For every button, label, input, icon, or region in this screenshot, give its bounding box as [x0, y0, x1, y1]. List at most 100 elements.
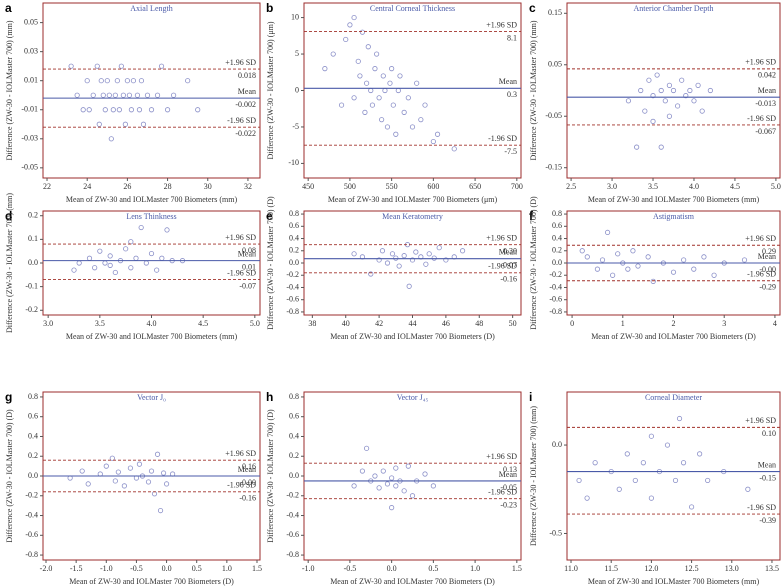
- y-tick-label: 0.1: [28, 234, 38, 243]
- data-point: [380, 468, 386, 474]
- y-tick-label: -10: [288, 158, 299, 167]
- data-point: [616, 486, 622, 492]
- y-tick-label: 0.2: [28, 451, 38, 460]
- data-point: [148, 468, 155, 474]
- reference-name: +1.96 SD: [486, 233, 517, 242]
- y-tick-label: -0.8: [286, 307, 299, 316]
- data-point: [143, 260, 149, 266]
- y-tick-label: -0.1: [25, 281, 38, 290]
- data-point: [406, 283, 412, 289]
- data-point: [390, 102, 396, 108]
- reference-name: Mean: [499, 470, 517, 479]
- plot-frame: [303, 391, 522, 561]
- data-point: [409, 257, 416, 263]
- plot-frame: [42, 2, 261, 179]
- y-tick-label: 0.4: [289, 431, 299, 440]
- x-tick-label: 44: [409, 319, 417, 328]
- y-tick-label: -0.05: [21, 163, 38, 172]
- panel: d Lens Thinkness Mean of ZW-30 and IOLMast…: [5, 193, 261, 341]
- data-point: [100, 92, 106, 98]
- data-point: [128, 265, 134, 271]
- data-point: [459, 248, 466, 254]
- data-point: [426, 251, 432, 257]
- data-point: [638, 87, 644, 94]
- data-point: [108, 136, 114, 142]
- data-point: [697, 451, 703, 457]
- data-point: [666, 113, 673, 119]
- reference-name: -1.96 SD: [488, 488, 517, 497]
- y-tick-label: 0.6: [552, 221, 562, 230]
- data-point: [157, 507, 164, 514]
- x-axis-label: Mean of ZW-30 and IOLMaster 700 Biometer…: [69, 577, 234, 586]
- chart-title: Corneal Diameter: [645, 393, 702, 402]
- y-tick-label: -0.4: [549, 282, 562, 291]
- x-tick-label: 12.0: [644, 564, 658, 573]
- chart-title: Astigmatism: [653, 212, 695, 221]
- data-point: [163, 481, 170, 487]
- data-point: [646, 77, 652, 83]
- data-point: [701, 254, 707, 260]
- reference-name: Mean: [499, 248, 517, 257]
- reference-name: -1.96 SD: [488, 262, 517, 271]
- data-point: [670, 87, 677, 94]
- data-point: [154, 92, 161, 98]
- y-tick-label: -0.4: [25, 510, 38, 519]
- panel: f Astigmatism Mean of ZW-30 and IOLMaster …: [529, 196, 781, 341]
- data-point: [413, 249, 419, 255]
- data-point: [322, 66, 328, 72]
- reference-value: -0.00: [759, 265, 776, 274]
- data-point: [92, 265, 98, 271]
- panel-label: a: [5, 1, 12, 15]
- y-tick-label: -0.4: [286, 510, 299, 519]
- data-point: [384, 260, 391, 266]
- x-tick-label: 0.0: [387, 564, 397, 573]
- y-axis-label: Difference (ZW-30 - IOLMaster 700) (μm): [266, 21, 275, 159]
- x-tick-label: 38: [308, 319, 316, 328]
- data-point: [687, 87, 693, 94]
- data-point: [148, 107, 155, 113]
- data-point: [114, 78, 120, 84]
- x-tick-label: 1.5: [252, 564, 262, 573]
- y-axis-label: Difference (ZW-30 - IOLMaster 700) (mm): [5, 193, 14, 333]
- panel: a Axial Length Mean of ZW-30 and IOLMaster…: [5, 1, 261, 204]
- data-point: [393, 465, 399, 471]
- x-axis-label: Mean of ZW-30 and IOLMaster 700 Biometer…: [591, 332, 756, 341]
- x-tick-label: 0: [570, 319, 574, 328]
- data-point: [436, 245, 442, 251]
- x-tick-label: 5.0: [250, 319, 260, 328]
- y-tick-label: -0.15: [545, 163, 562, 172]
- x-tick-label: 11.0: [564, 564, 578, 573]
- y-tick-label: -0.8: [286, 550, 299, 559]
- data-point: [355, 58, 361, 64]
- data-point: [112, 92, 118, 98]
- data-point: [123, 246, 129, 252]
- x-tick-label: -0.5: [344, 564, 357, 573]
- data-point: [351, 95, 357, 101]
- reference-name: +1.96 SD: [486, 452, 517, 461]
- plot-frame: [566, 391, 781, 561]
- data-point: [625, 266, 631, 272]
- reference-value: 0.13: [503, 465, 517, 474]
- data-point: [691, 98, 697, 104]
- x-tick-label: 42: [375, 319, 383, 328]
- data-point: [107, 253, 113, 259]
- data-point: [422, 471, 428, 477]
- x-tick-label: -1.0: [302, 564, 315, 573]
- y-tick-label: -0.5: [549, 528, 562, 537]
- data-point: [654, 72, 660, 78]
- x-tick-label: 3.0: [607, 182, 617, 191]
- y-tick-label: 0.2: [28, 211, 38, 220]
- data-point: [401, 253, 407, 259]
- x-tick-label: 4.5: [730, 182, 740, 191]
- data-point: [110, 107, 116, 113]
- data-point: [159, 255, 165, 261]
- data-point: [624, 451, 630, 457]
- data-point: [658, 144, 664, 150]
- data-point: [389, 66, 395, 72]
- reference-value: 0.16: [242, 462, 256, 471]
- y-tick-label: -0.01: [21, 105, 38, 114]
- data-point: [351, 251, 357, 257]
- data-point: [84, 78, 90, 84]
- data-point: [676, 415, 683, 422]
- y-tick-label: -0.6: [286, 530, 299, 539]
